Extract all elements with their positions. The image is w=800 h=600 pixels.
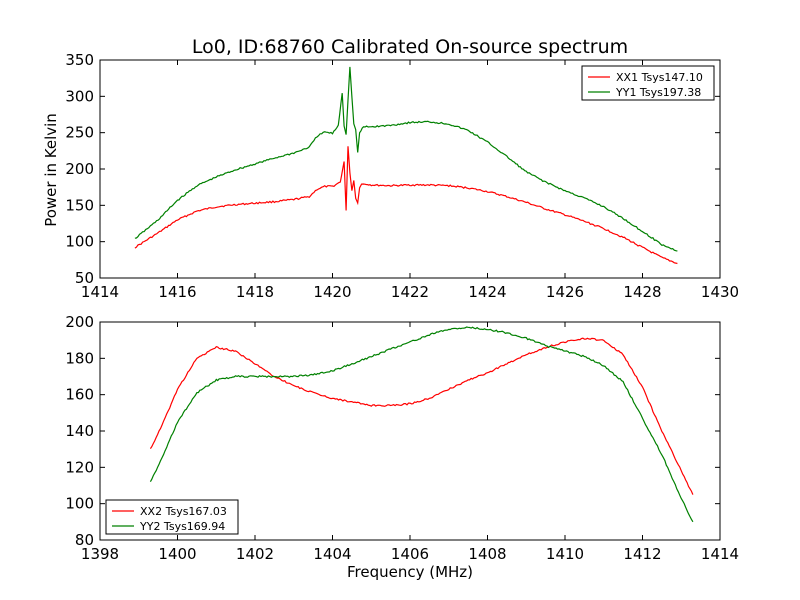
- x-tick-label: 1410: [546, 545, 584, 563]
- x-tick-label: 1424: [468, 283, 506, 301]
- y-tick-label: 120: [65, 458, 94, 476]
- y-tick-label: 140: [65, 422, 94, 440]
- y-tick-label: 100: [65, 495, 94, 513]
- series-line-0: [134, 146, 678, 265]
- x-tick-label: 1412: [623, 545, 661, 563]
- x-tick-label: 1408: [468, 545, 506, 563]
- legend: XX2 Tsys167.03 YY2 Tsys169.94: [105, 499, 239, 535]
- x-tick-label: 1416: [158, 283, 196, 301]
- figure-title: Lo0, ID:68760 Calibrated On-source spect…: [192, 36, 628, 58]
- x-tick-label: 1430: [701, 283, 739, 301]
- x-tick-label: 1400: [158, 545, 196, 563]
- series-line-1: [149, 326, 694, 523]
- x-tick-label: 1402: [236, 545, 274, 563]
- y-tick-label: 100: [65, 233, 94, 251]
- series-line-0: [149, 337, 694, 495]
- legend-label: XX2 Tsys167.03: [140, 505, 227, 518]
- legend-label: XX1 Tsys147.10: [616, 71, 703, 84]
- x-tick-label: 1406: [391, 545, 429, 563]
- legend-box: [581, 65, 715, 101]
- legend-label: YY1 Tsys197.38: [615, 86, 701, 99]
- y-tick-label: 200: [65, 160, 94, 178]
- series-line-1: [134, 66, 678, 252]
- x-axis-label: Frequency (MHz): [347, 563, 473, 581]
- y-tick-label: 80: [75, 531, 94, 549]
- y-tick-label: 160: [65, 386, 94, 404]
- top-y-axis-label: Power in Kelvin: [42, 113, 60, 227]
- y-tick-label: 50: [75, 269, 94, 287]
- y-tick-label: 180: [65, 349, 94, 367]
- legend-label: YY2 Tsys169.94: [139, 520, 225, 533]
- top-spectrum-panel: 1414 1416 1418 1420 1422 1424 1426 1428 1430 50 10…: [65, 51, 739, 301]
- y-tick-label: 300: [65, 87, 94, 105]
- x-tick-label: 1428: [623, 283, 661, 301]
- y-tick-label: 200: [65, 313, 94, 331]
- x-tick-label: 1414: [701, 545, 739, 563]
- x-tick-label: 1418: [236, 283, 274, 301]
- legend: XX1 Tsys147.10 YY1 Tsys197.38: [581, 65, 715, 101]
- y-tick-label: 150: [65, 196, 94, 214]
- x-tick-label: 1414: [81, 283, 119, 301]
- legend-box: [105, 499, 239, 535]
- x-tick-label: 1398: [81, 545, 119, 563]
- x-tick-label: 1426: [546, 283, 584, 301]
- y-tick-label: 350: [65, 51, 94, 69]
- x-tick-label: 1422: [391, 283, 429, 301]
- bottom-spectrum-panel: 1398 1400 1402 1404 1406 1408 1410 1412 1414 80 10…: [65, 313, 739, 563]
- x-tick-label: 1404: [313, 545, 351, 563]
- x-tick-label: 1420: [313, 283, 351, 301]
- y-tick-label: 250: [65, 124, 94, 142]
